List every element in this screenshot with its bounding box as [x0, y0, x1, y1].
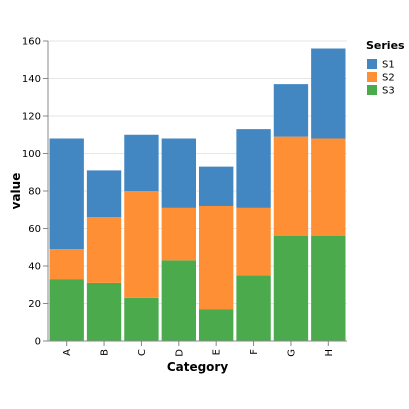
y-axis: 0 20 40 60 80 100 120 140 160: [22, 37, 49, 348]
x-tick-label: F: [249, 349, 260, 355]
legend-swatch-S3: [367, 85, 377, 95]
bar-F-S3: [236, 275, 271, 341]
y-axis-title: value: [9, 173, 23, 210]
legend-swatch-S1: [367, 59, 377, 69]
y-tick-label: 40: [28, 262, 41, 273]
bar-A-S2: [49, 249, 84, 280]
x-tick-label: B: [100, 349, 111, 356]
x-tick-label: C: [137, 349, 148, 356]
x-tick-label: H: [324, 349, 335, 357]
bar-B-S1: [86, 170, 122, 218]
bar-E-S2: [199, 206, 234, 310]
bar-A-S1: [49, 138, 84, 250]
bar-G-S1: [273, 84, 309, 137]
bar-F-S1: [236, 129, 271, 208]
x-axis-title: Category: [167, 360, 229, 374]
bar-G-S3: [273, 236, 309, 341]
bar-E-S3: [199, 309, 234, 341]
y-tick-label: 60: [28, 224, 41, 235]
bars: [49, 48, 346, 341]
y-tick-label: 20: [28, 299, 41, 310]
legend-label-S3: S3: [382, 86, 395, 97]
bar-C-S3: [124, 297, 159, 341]
bar-D-S3: [161, 260, 196, 341]
bar-E-S1: [199, 166, 234, 206]
bar-G-S2: [273, 136, 309, 236]
bar-H-S1: [311, 48, 346, 139]
bar-D-S2: [161, 207, 196, 261]
y-tick-label: 100: [22, 149, 41, 160]
y-tick-label: 140: [22, 74, 41, 85]
bar-H-S3: [311, 236, 346, 341]
bar-B-S3: [86, 282, 122, 341]
legend-label-S1: S1: [382, 60, 395, 71]
legend-swatch-S2: [367, 72, 377, 82]
legend: Series S1 S2 S3: [366, 39, 405, 97]
y-tick-label: 160: [22, 37, 41, 48]
y-tick-label: 0: [35, 337, 41, 348]
bar-B-S2: [86, 217, 122, 283]
x-tick-label: A: [62, 349, 73, 356]
x-tick-label: E: [212, 349, 223, 355]
bar-A-S3: [49, 279, 84, 341]
bar-H-S2: [311, 138, 346, 236]
legend-title: Series: [366, 39, 405, 52]
bar-C-S2: [124, 191, 159, 298]
y-tick-label: 80: [28, 187, 41, 198]
x-tick-label: D: [174, 349, 185, 357]
bar-C-S1: [124, 134, 159, 191]
bar-D-S1: [161, 138, 196, 208]
y-tick-label: 120: [22, 112, 41, 123]
bar-F-S2: [236, 207, 271, 276]
x-tick-label: G: [286, 349, 297, 357]
legend-label-S2: S2: [382, 73, 395, 84]
x-axis: A B C D E F G H: [48, 340, 347, 357]
